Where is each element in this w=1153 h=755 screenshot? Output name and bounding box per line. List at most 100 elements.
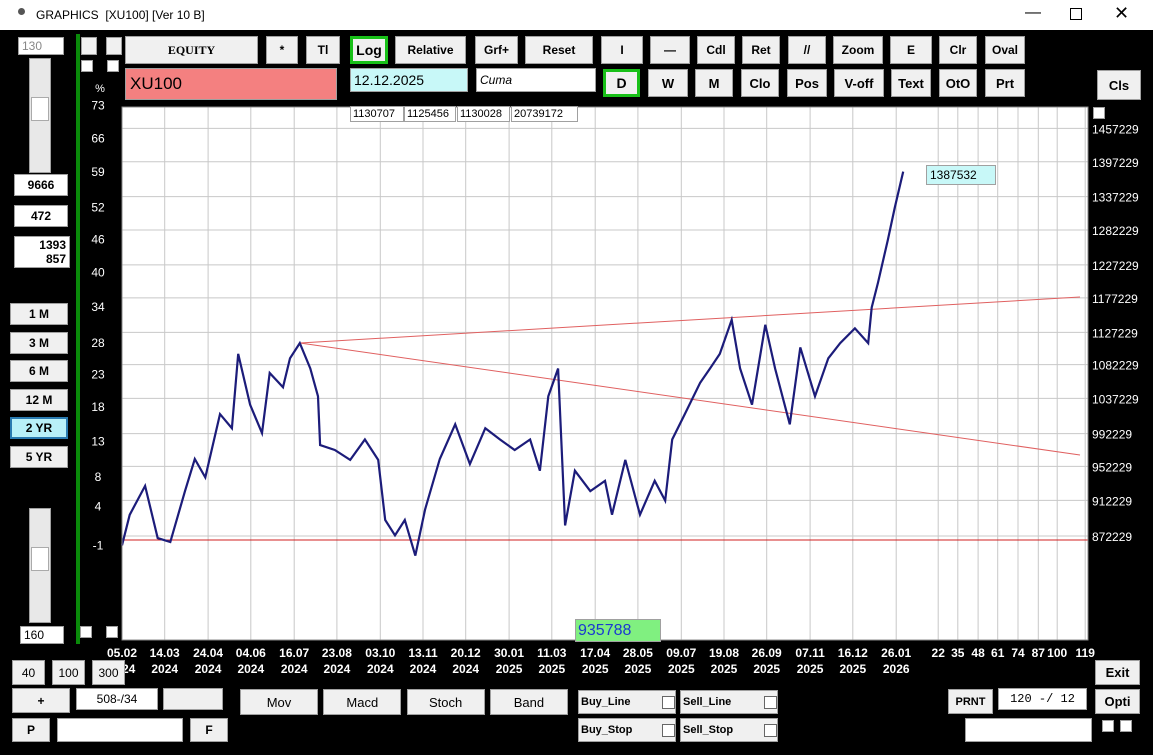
input-field[interactable]: 160 [20,626,64,644]
x-tick-label: 22 [932,646,946,660]
period-button[interactable]: 5 YR [10,445,68,468]
y2-axis-label: % [95,83,105,95]
toolbar-button[interactable]: Prt [985,69,1025,97]
button[interactable] [106,37,122,55]
indicator-button[interactable]: Macd [323,689,402,715]
x-tick-year: 2025 [753,662,780,676]
toolbar-button[interactable]: Zoom [833,36,883,64]
zoom-button[interactable]: 40 [12,660,45,685]
toolbar-button[interactable]: Clr [939,36,977,64]
scrollbar[interactable] [29,508,51,623]
y-tick-label: 912229 [1092,494,1132,508]
toolbar-button[interactable]: Ret [742,36,780,64]
button[interactable]: + [12,688,70,713]
x-tick-year: 2025 [625,662,652,676]
checkbox[interactable] [106,626,118,638]
date-field[interactable]: 12.12.2025 [350,68,468,92]
zoom-button[interactable]: 300 [92,660,125,685]
checkbox[interactable] [662,696,675,709]
checkbox[interactable] [764,724,777,737]
minimize[interactable]: — [1025,4,1041,21]
toolbar-button[interactable]: Relative [395,36,466,64]
x-tick-label: 87 [1032,646,1046,660]
checkbox[interactable] [80,626,92,638]
toolbar-button[interactable]: Log [350,36,388,64]
period-button[interactable]: 3 M [10,331,68,354]
checkbox[interactable] [1120,720,1132,732]
indicator-button[interactable]: Mov [240,689,318,715]
input-field[interactable]: 508-/34 [76,688,158,710]
checkbox[interactable] [1093,107,1105,119]
toolbar-button[interactable]: V-off [834,69,884,97]
stat-field: 1130028 [457,106,510,122]
indicator-button[interactable]: Band [489,689,568,715]
button[interactable]: Opti [1095,689,1140,714]
toolbar-button[interactable]: Reset [525,36,593,64]
signal-toggle[interactable]: Buy_Stop [578,718,676,742]
toolbar-button[interactable]: M [695,69,733,97]
button[interactable]: Exit [1095,660,1140,685]
period-button[interactable]: 12 M [10,388,68,411]
checkbox[interactable] [107,60,119,72]
input-field[interactable]: 130 [18,37,64,55]
y2-tick-label: 8 [95,470,102,484]
period-button[interactable]: 6 M [10,360,68,382]
x-tick-label: 119 [1076,646,1096,660]
toolbar-button[interactable]: E [890,36,932,64]
scrollbar[interactable] [163,688,223,710]
x-tick-label: 20.12 [451,646,481,660]
toolbar-button[interactable]: Clo [741,69,779,97]
toolbar-button[interactable]: D [603,69,640,97]
signal-toggle[interactable]: Sell_Stop [680,718,778,742]
zoom-button[interactable]: 100 [52,660,85,685]
stat-field: 1130707 [350,106,404,122]
x-tick-label: 23.08 [322,646,352,660]
toolbar-button[interactable]: Oval [985,36,1025,64]
toolbar-button[interactable]: — [650,36,690,64]
scrollbar[interactable] [29,58,51,173]
y2-tick-label: 40 [91,265,105,279]
signal-toggle[interactable]: Buy_Line [578,690,676,714]
checkbox[interactable] [1102,720,1114,732]
checkbox[interactable] [764,696,777,709]
toolbar-button[interactable]: // [788,36,826,64]
x-tick-label: 24.04 [193,646,223,660]
button[interactable]: PRNT [948,689,993,714]
toolbar-button[interactable]: Cls [1097,70,1141,100]
close[interactable]: ✕ [1114,3,1130,23]
checkbox[interactable] [662,724,675,737]
y-tick-label: 1282229 [1092,224,1139,238]
signal-toggle[interactable]: Sell_Line [680,690,778,714]
x-tick-year: 2024 [281,662,308,676]
maximize[interactable] [1070,8,1082,20]
y2-tick-label: 28 [91,336,105,350]
toolbar-button[interactable]: EQUITY [125,36,258,64]
period-button[interactable]: 2 YR [10,417,68,439]
toolbar-button[interactable]: * [266,36,298,64]
toolbar-button[interactable]: Pos [787,69,827,97]
scrollbar[interactable] [57,718,183,742]
x-tick-year: 2025 [668,662,695,676]
x-tick-label: 26.09 [752,646,782,660]
x-tick-year: 2024 [367,662,394,676]
indicator-button[interactable]: Stoch [406,689,485,715]
toolbar-button[interactable]: Cdl [697,36,735,64]
toolbar-button[interactable]: I [601,36,643,64]
button[interactable]: P [12,718,50,742]
toolbar-button[interactable]: Grf+ [475,36,518,64]
checkbox[interactable] [81,60,93,72]
toolbar-button[interactable]: OtO [939,69,977,97]
toolbar-button[interactable]: Text [891,69,931,97]
toolbar-button[interactable]: Tl [306,36,340,64]
button[interactable] [81,37,97,55]
x-tick-label: 14.03 [150,646,180,660]
symbol-field[interactable]: XU100 [125,68,337,100]
input-field[interactable]: 120 -/ 12 [998,688,1087,710]
title-bar: GRAPHICS [XU100] [Ver 10 B] — ✕ [0,0,1153,30]
period-button[interactable]: 1 M [10,303,68,325]
day-field[interactable]: Cuma [476,68,596,92]
scrollbar[interactable] [965,718,1092,742]
y2-tick-label: 66 [91,131,105,145]
button[interactable]: F [190,718,228,742]
toolbar-button[interactable]: W [648,69,688,97]
